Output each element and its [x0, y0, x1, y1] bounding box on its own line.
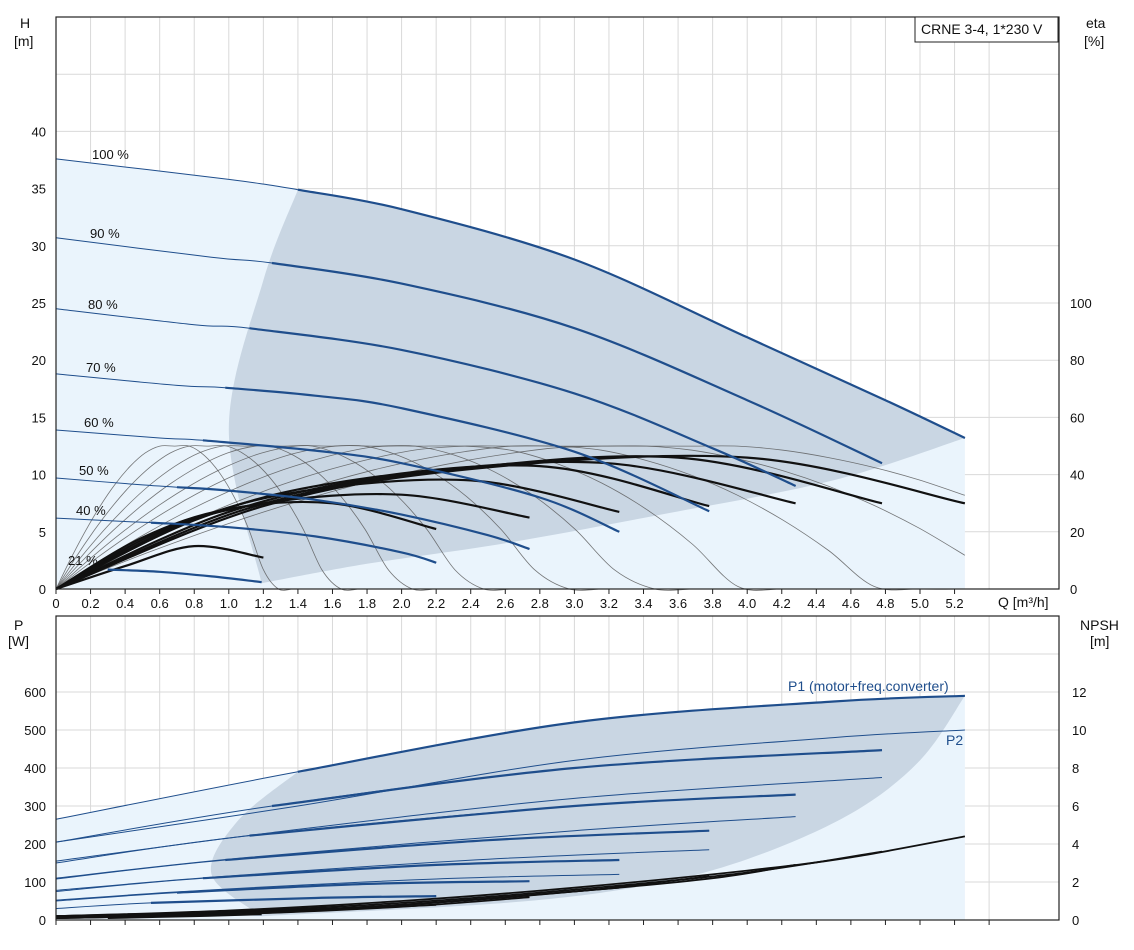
- x-tick-label: 2.4: [462, 596, 480, 611]
- y-tick-label: 40: [32, 124, 46, 139]
- top-y-axis-unit: [m]: [14, 33, 33, 49]
- x-tick-label: 5.0: [911, 596, 929, 611]
- p-tick-label: 600: [24, 685, 46, 700]
- x-tick-label: 1.6: [323, 596, 341, 611]
- speed-label: 100 %: [92, 147, 129, 162]
- x-tick-label: 3.4: [634, 596, 652, 611]
- speed-label: 90 %: [90, 226, 120, 241]
- bottom-y-axis-name: P: [14, 617, 23, 633]
- y-tick-label: 20: [32, 353, 46, 368]
- x-axis-label: Q [m³/h]: [998, 594, 1049, 610]
- y-tick-label: 10: [32, 468, 46, 483]
- y-tick-label: 30: [32, 239, 46, 254]
- x-tick-label: 0.2: [82, 596, 100, 611]
- x-tick-label: 2.8: [531, 596, 549, 611]
- x-tick-label: 5.2: [946, 596, 964, 611]
- p1-curve-label: P1 (motor+freq.converter): [788, 678, 949, 694]
- p2-curve-label: P2: [946, 732, 963, 748]
- p-tick-label: 100: [24, 875, 46, 890]
- npsh-tick-label: 4: [1072, 837, 1079, 852]
- speed-label: 21 %: [68, 553, 98, 568]
- x-tick-label: 4.4: [807, 596, 825, 611]
- top-y2-axis-name: eta: [1086, 15, 1106, 31]
- x-tick-label: 1.4: [289, 596, 307, 611]
- p-tick-label: 300: [24, 799, 46, 814]
- y2-tick-label: 60: [1070, 410, 1084, 425]
- speed-label: 70 %: [86, 360, 116, 375]
- p-tick-label: 200: [24, 837, 46, 852]
- x-tick-label: 4.6: [842, 596, 860, 611]
- y2-tick-label: 80: [1070, 353, 1084, 368]
- speed-label: 80 %: [88, 297, 118, 312]
- bottom-y-axis-unit: [W]: [8, 633, 29, 649]
- x-tick-label: 3.8: [704, 596, 722, 611]
- speed-label: 40 %: [76, 503, 106, 518]
- y-tick-label: 25: [32, 296, 46, 311]
- x-tick-label: 1.0: [220, 596, 238, 611]
- y2-tick-label: 100: [1070, 296, 1092, 311]
- x-tick-label: 3.0: [565, 596, 583, 611]
- p-tick-label: 0: [39, 913, 46, 928]
- npsh-tick-label: 12: [1072, 685, 1086, 700]
- top-y-axis-name: H: [20, 15, 30, 31]
- bottom-y2-axis-unit: [m]: [1090, 633, 1109, 649]
- y2-tick-label: 40: [1070, 468, 1084, 483]
- y2-tick-label: 0: [1070, 582, 1077, 597]
- npsh-tick-label: 8: [1072, 761, 1079, 776]
- npsh-tick-label: 2: [1072, 875, 1079, 890]
- npsh-tick-label: 0: [1072, 913, 1079, 928]
- speed-label: 50 %: [79, 463, 109, 478]
- y-tick-label: 0: [39, 582, 46, 597]
- x-tick-label: 0.8: [185, 596, 203, 611]
- npsh-tick-label: 10: [1072, 723, 1086, 738]
- x-tick-label: 1.2: [254, 596, 272, 611]
- y-tick-label: 35: [32, 182, 46, 197]
- p-tick-label: 500: [24, 723, 46, 738]
- x-tick-label: 4.8: [876, 596, 894, 611]
- npsh-tick-label: 6: [1072, 799, 1079, 814]
- x-tick-label: 0: [52, 596, 59, 611]
- bottom-operating-area: [56, 696, 965, 920]
- x-tick-label: 0.6: [151, 596, 169, 611]
- x-tick-label: 3.2: [600, 596, 618, 611]
- p-tick-label: 400: [24, 761, 46, 776]
- speed-label: 60 %: [84, 415, 114, 430]
- y2-tick-label: 20: [1070, 525, 1084, 540]
- x-tick-label: 4.2: [773, 596, 791, 611]
- x-tick-label: 2.6: [496, 596, 514, 611]
- chart-title: CRNE 3-4, 1*230 V: [921, 21, 1043, 37]
- y-tick-label: 15: [32, 410, 46, 425]
- x-tick-label: 1.8: [358, 596, 376, 611]
- x-tick-label: 3.6: [669, 596, 687, 611]
- top-y2-axis-unit: [%]: [1084, 33, 1104, 49]
- x-tick-label: 0.4: [116, 596, 134, 611]
- x-tick-label: 2.0: [393, 596, 411, 611]
- x-tick-label: 2.2: [427, 596, 445, 611]
- bottom-y2-axis-name: NPSH: [1080, 617, 1119, 633]
- x-tick-label: 4.0: [738, 596, 756, 611]
- y-tick-label: 5: [39, 525, 46, 540]
